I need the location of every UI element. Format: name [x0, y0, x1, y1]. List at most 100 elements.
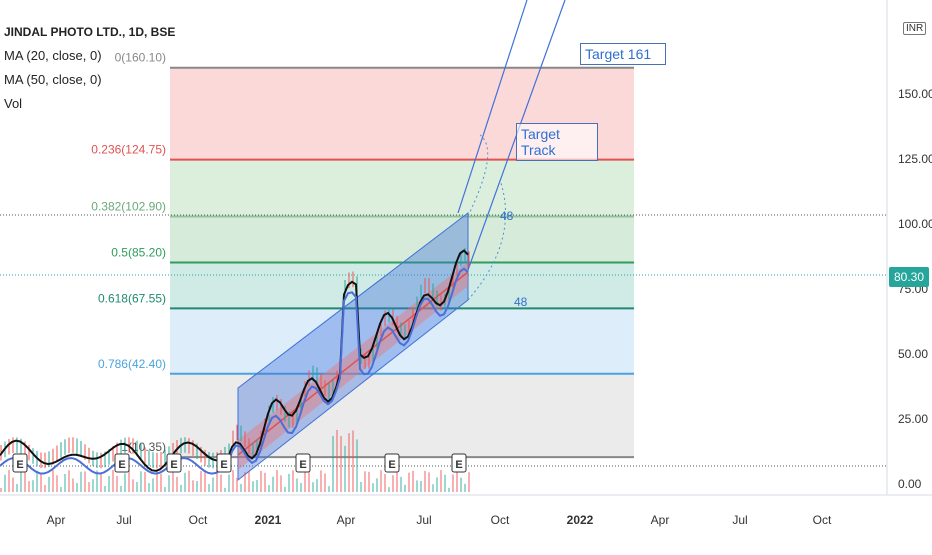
currency-badge[interactable]: INR	[903, 22, 927, 35]
channel-midband	[238, 262, 468, 470]
arc-label-lower: 48	[514, 295, 528, 309]
volume-bar	[328, 486, 330, 492]
volume-bar	[432, 484, 434, 492]
target-track-label[interactable]: Target Track	[516, 123, 598, 161]
y-tick-label-6: 150.00	[898, 87, 932, 101]
volume-bar	[52, 470, 54, 492]
volume-bar	[36, 470, 38, 492]
volume-bar	[316, 479, 318, 492]
volume-legend[interactable]: Vol	[4, 96, 23, 111]
volume-bar	[116, 476, 118, 492]
fib-level-label-2: 0.382(102.90)	[91, 199, 166, 213]
volume-bar	[72, 478, 74, 492]
target-line-upper	[457, 0, 528, 214]
volume-bar	[24, 471, 26, 492]
earnings-marker-2: E	[170, 459, 177, 471]
volume-bar	[168, 475, 170, 492]
earnings-marker-box-6	[451, 453, 467, 473]
x-tick-label-2: Oct	[189, 513, 208, 527]
earnings-marker-3: E	[220, 459, 227, 471]
volume-bar	[428, 472, 430, 492]
volume-bar	[28, 481, 30, 492]
volume-bar	[292, 470, 294, 492]
volume-bar	[324, 473, 326, 492]
ma50-legend[interactable]: MA (50, close, 0)	[4, 72, 102, 87]
ma20-legend[interactable]: MA (20, close, 0)	[4, 48, 102, 63]
volume-bar	[68, 470, 70, 492]
volume-bar	[188, 470, 190, 492]
x-tick-label-7: 2022	[567, 513, 594, 527]
volume-bar	[248, 471, 250, 492]
volume-bar	[204, 472, 206, 492]
volume-bar	[8, 470, 10, 492]
volume-bar	[452, 474, 454, 492]
volume-bar	[64, 473, 66, 492]
volume-bar	[244, 472, 246, 492]
fib-band-4	[170, 308, 634, 374]
volume-bar	[424, 470, 426, 492]
volume-bar	[148, 483, 150, 492]
volume-bar	[444, 474, 446, 492]
volume-bar	[240, 483, 242, 492]
fib-level-label-6: 1(10.35)	[121, 440, 166, 454]
volume-bar	[416, 480, 418, 492]
volume-bar	[436, 477, 438, 492]
volume-bar	[44, 485, 46, 492]
x-tick-label-4: Apr	[337, 513, 356, 527]
volume-bar	[256, 480, 258, 492]
x-tick-label-9: Jul	[732, 513, 747, 527]
earnings-marker-5: E	[388, 459, 395, 471]
volume-bar	[176, 476, 178, 492]
last-price-tag: 80.30	[889, 267, 929, 287]
volume-bar	[132, 479, 134, 492]
y-tick-label-4: 100.00	[898, 217, 932, 231]
x-tick-label-8: Apr	[651, 513, 670, 527]
fib-arc-upper	[467, 134, 489, 217]
volume-bar	[360, 481, 362, 492]
volume-bar	[104, 486, 106, 492]
x-tick-label-10: Oct	[813, 513, 832, 527]
fib-level-label-0: 0(160.10)	[115, 51, 166, 65]
volume-bar	[272, 476, 274, 492]
earnings-marker-box-5	[384, 453, 400, 473]
volume-bar	[400, 476, 402, 492]
volume-bar	[340, 436, 342, 492]
volume-bar	[352, 430, 354, 492]
earnings-marker-box-4	[295, 453, 311, 473]
volume-bar	[184, 472, 186, 492]
volume-bar	[392, 475, 394, 492]
volume-bar	[16, 483, 18, 492]
volume-bar	[156, 470, 158, 492]
volume-bar	[408, 472, 410, 492]
earnings-marker-0: E	[16, 459, 23, 471]
volume-bar	[420, 480, 422, 492]
y-tick-label-1: 25.00	[898, 412, 928, 426]
volume-bar	[468, 472, 470, 492]
x-tick-label-6: Oct	[491, 513, 510, 527]
fib-band-5	[170, 373, 634, 458]
volume-bar	[200, 470, 202, 492]
volume-bar	[60, 486, 62, 492]
fib-level-label-1: 0.236(124.75)	[91, 143, 166, 157]
volume-bar	[4, 474, 6, 492]
target-161-label[interactable]: Target 161	[580, 43, 666, 65]
fib-band-1	[170, 159, 634, 217]
x-tick-label-1: Jul	[116, 513, 131, 527]
volume-bar	[232, 470, 234, 492]
volume-bar	[212, 477, 214, 492]
earnings-marker-box-0	[12, 453, 28, 473]
volume-bar	[48, 476, 50, 492]
volume-bar	[296, 478, 298, 492]
volume-bar	[164, 487, 166, 492]
volume-bar	[404, 484, 406, 492]
earnings-marker-box-1	[114, 453, 130, 473]
symbol-title[interactable]: JINDAL PHOTO LTD., 1D, BSE	[4, 25, 176, 39]
volume-bar	[84, 471, 86, 492]
volume-bar	[372, 483, 374, 492]
volume-bar	[320, 470, 322, 492]
volume-bar	[380, 470, 382, 492]
volume-bar	[332, 435, 334, 492]
volume-bar	[300, 482, 302, 492]
